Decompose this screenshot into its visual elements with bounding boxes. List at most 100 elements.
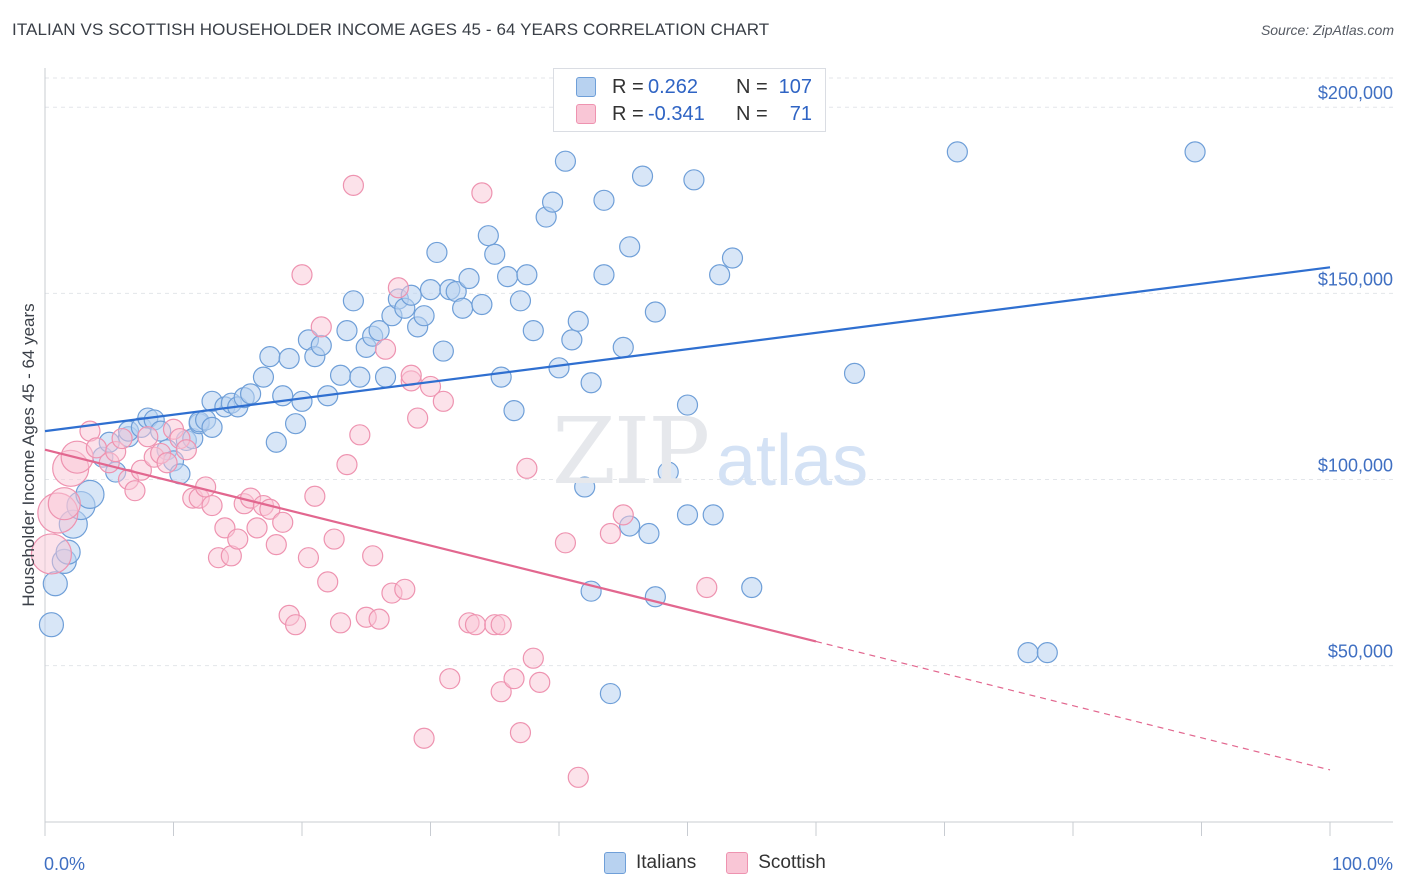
italians-point — [201, 416, 223, 438]
scottish-point — [349, 424, 371, 446]
scottish-point — [387, 277, 409, 299]
scottish-point — [400, 364, 422, 386]
italians-point — [574, 476, 596, 498]
italians-point — [843, 362, 866, 385]
italians-point — [432, 340, 454, 362]
legend-item-scottish[interactable]: Scottish — [726, 852, 826, 874]
italians-point — [310, 334, 332, 357]
italians-point — [676, 504, 699, 526]
italians-point — [676, 394, 699, 416]
scottish-point — [30, 533, 73, 575]
scottish-swatch — [726, 852, 749, 874]
italians-point — [580, 372, 602, 394]
scottish-point — [137, 426, 159, 448]
italians-point — [265, 431, 287, 453]
scottish-point — [599, 522, 622, 545]
series-legend: Italians Scottish — [604, 852, 856, 874]
watermark-atlas: atlas — [716, 421, 869, 501]
scottish-point — [407, 407, 429, 429]
italians-point — [561, 329, 583, 351]
scottish-point — [529, 671, 551, 693]
scottish-point — [246, 517, 268, 539]
italians-point — [291, 390, 313, 412]
italians-point — [426, 241, 448, 264]
italians-point — [419, 279, 442, 301]
scottish-point — [291, 264, 313, 286]
scottish-point — [124, 480, 146, 502]
italians-point — [721, 247, 744, 269]
italians-point — [284, 413, 307, 435]
legend-row-italians: R = 0.262 N = 107 — [576, 74, 812, 100]
y-tick-label: $150,000 — [1318, 269, 1393, 289]
scottish-point — [554, 532, 577, 554]
scottish-point — [323, 528, 345, 550]
italians-point — [374, 366, 397, 388]
correlation-legend: R = 0.262 N = 107 R = -0.341 N = 71 — [553, 68, 826, 132]
scottish-point — [227, 528, 249, 550]
italians-point — [329, 364, 352, 386]
trend-lines — [44, 266, 1331, 771]
italians-point — [619, 236, 641, 258]
x-tick-label: 0.0% — [44, 854, 85, 874]
italians-point — [252, 366, 275, 388]
italians-point — [342, 290, 364, 312]
scottish-point — [304, 485, 326, 507]
italians-point — [593, 264, 615, 286]
tick-labels: $200,000 $150,000 $100,000 $50,000 0.0% 100.0… — [44, 83, 1393, 874]
scottish-point — [201, 494, 223, 517]
y-axis-label: Householder Income Ages 45 - 64 years — [19, 303, 38, 606]
italians-point — [490, 366, 512, 388]
scottish-point — [342, 174, 364, 197]
italians-point — [458, 267, 480, 290]
scottish-point — [490, 681, 512, 703]
axes — [44, 68, 1393, 836]
legend-n-value: 71 — [789, 102, 812, 125]
scottish-point — [612, 504, 634, 526]
legend-label-scottish: Scottish — [758, 852, 826, 873]
scottish-point — [696, 576, 718, 599]
italians-swatch — [576, 77, 596, 97]
scottish-swatch — [576, 104, 596, 124]
watermark-zip: ZIP — [552, 398, 710, 505]
scottish-point — [336, 454, 358, 476]
legend-row-scottish: R = -0.341 N = 71 — [576, 101, 812, 127]
legend-item-italians[interactable]: Italians — [604, 852, 696, 874]
italians-point — [702, 504, 724, 526]
italians-point — [554, 150, 577, 172]
italians-point — [683, 169, 705, 191]
scottish-point — [265, 534, 287, 556]
italians-point — [278, 347, 300, 370]
scottish-point — [490, 614, 512, 636]
italians-point — [477, 225, 499, 247]
scottish-point — [464, 614, 487, 636]
italians-point — [612, 336, 634, 358]
scottish-point — [567, 766, 589, 788]
scottish-point — [329, 612, 352, 634]
italians-point — [349, 366, 371, 388]
italians-point — [471, 293, 493, 316]
italians-point — [503, 400, 525, 422]
legend-n-value: 107 — [778, 75, 812, 98]
italians-point — [522, 319, 544, 342]
italians-point — [567, 310, 589, 332]
scottish-point — [516, 457, 538, 479]
scottish-point — [317, 571, 339, 593]
scottish-point — [175, 439, 197, 461]
legend-r-label: R = — [612, 75, 644, 98]
x-tick-label: 100.0% — [1332, 854, 1393, 874]
legend-label-italians: Italians — [636, 852, 697, 873]
italians-point — [709, 264, 731, 286]
italians-swatch — [604, 852, 626, 874]
scottish-point — [503, 668, 525, 690]
scottish-point — [47, 487, 81, 521]
italians-point — [42, 571, 68, 597]
italians-point — [38, 612, 65, 638]
scottish-point — [471, 182, 493, 204]
scottish-point — [394, 578, 416, 600]
scottish-point — [413, 727, 435, 749]
italians-point — [657, 461, 679, 483]
italians-point — [1184, 141, 1206, 163]
italians-point — [631, 165, 654, 187]
scottish-point — [374, 338, 397, 360]
y-tick-label: $50,000 — [1328, 642, 1393, 662]
